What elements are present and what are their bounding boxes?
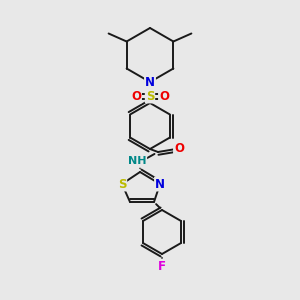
Text: O: O	[174, 142, 184, 155]
Text: N: N	[155, 178, 165, 190]
Text: NH: NH	[128, 156, 146, 166]
Text: H: H	[135, 157, 143, 167]
Text: S: S	[118, 178, 126, 190]
Text: S: S	[146, 89, 154, 103]
Text: F: F	[158, 260, 166, 272]
Text: O: O	[159, 89, 169, 103]
Text: N: N	[145, 76, 155, 88]
Text: O: O	[131, 89, 141, 103]
